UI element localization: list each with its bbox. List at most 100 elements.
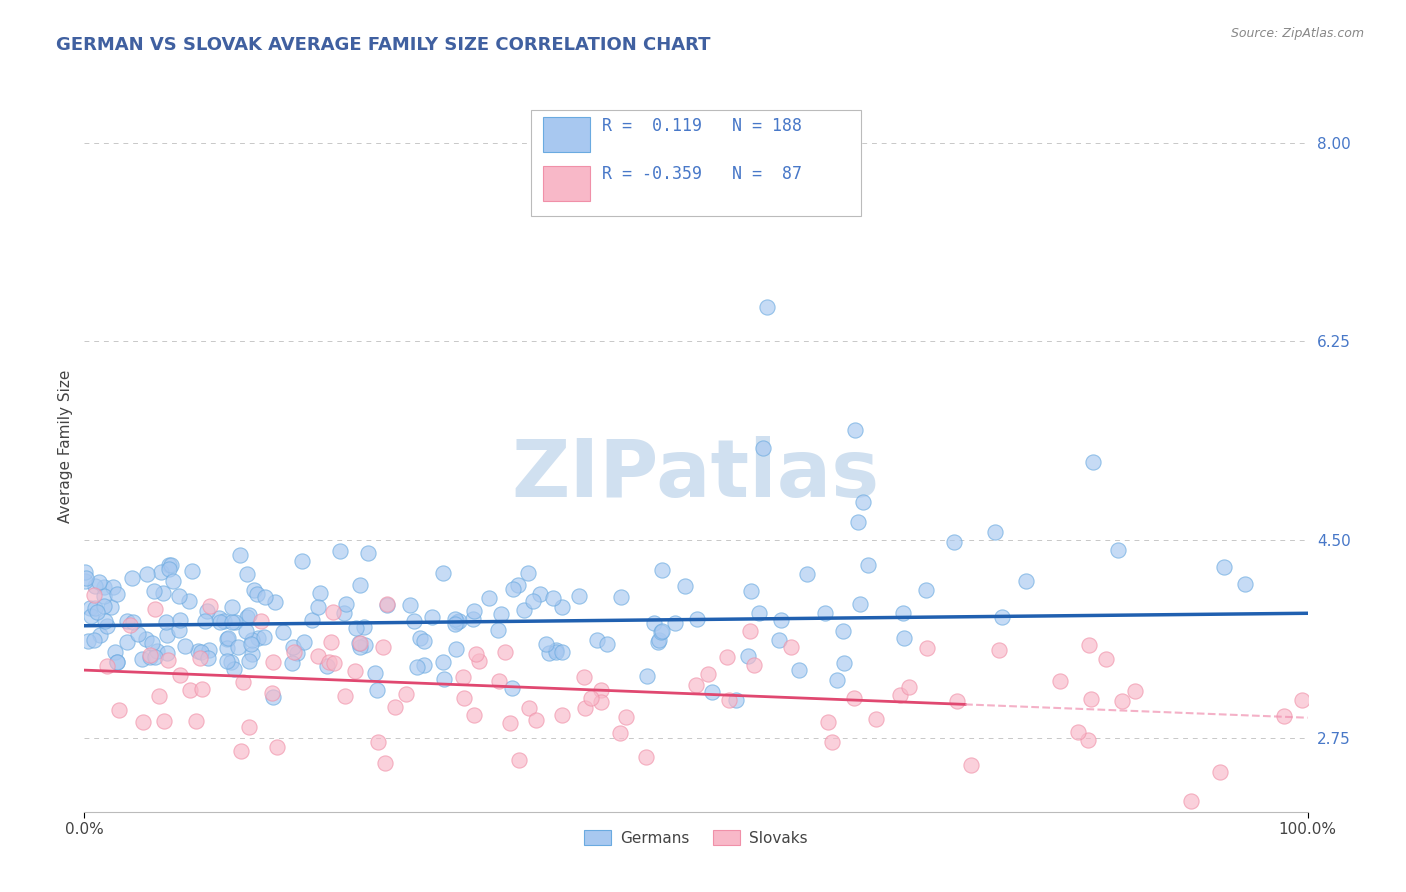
Point xyxy=(118,618,141,632)
Point xyxy=(614,710,637,724)
Point xyxy=(463,604,485,618)
Point xyxy=(153,714,176,728)
Point xyxy=(283,645,305,659)
Point xyxy=(856,558,879,573)
Point xyxy=(207,611,229,625)
Point xyxy=(447,615,470,629)
Point xyxy=(333,606,356,620)
Point xyxy=(162,574,184,589)
Point xyxy=(84,579,107,593)
Point xyxy=(817,714,839,729)
Point xyxy=(322,656,344,670)
Point xyxy=(107,703,129,717)
Point xyxy=(650,625,672,640)
Point xyxy=(157,562,180,576)
Point xyxy=(647,635,669,649)
Point xyxy=(169,613,191,627)
Point xyxy=(915,641,938,656)
Point xyxy=(127,627,149,641)
Point xyxy=(83,588,105,602)
Point xyxy=(135,632,157,646)
Point xyxy=(526,713,548,727)
Point xyxy=(253,630,276,644)
Point xyxy=(190,682,212,697)
Point xyxy=(333,690,356,704)
Point xyxy=(664,616,686,631)
Point xyxy=(243,582,266,597)
Point xyxy=(266,739,288,754)
Point xyxy=(105,655,128,669)
Point xyxy=(238,720,260,734)
Text: R = -0.359   N =  87: R = -0.359 N = 87 xyxy=(602,165,801,183)
Point xyxy=(250,615,273,629)
Point xyxy=(568,589,591,603)
Point xyxy=(464,647,486,661)
Point xyxy=(138,650,160,665)
Point xyxy=(609,590,631,604)
Y-axis label: Average Family Size: Average Family Size xyxy=(58,369,73,523)
Point xyxy=(991,610,1014,624)
Point xyxy=(329,544,352,558)
Point xyxy=(444,616,467,631)
Point xyxy=(1078,638,1101,652)
Point xyxy=(748,606,770,620)
Point xyxy=(831,624,853,638)
Point xyxy=(959,758,981,772)
Point xyxy=(235,624,257,638)
Point xyxy=(451,670,474,684)
Point xyxy=(195,604,218,618)
Point xyxy=(444,611,467,625)
Point xyxy=(478,591,501,606)
Point xyxy=(354,638,377,652)
Point xyxy=(96,618,118,632)
Point xyxy=(651,624,673,638)
Point xyxy=(301,613,323,627)
Point xyxy=(1234,577,1257,591)
Point xyxy=(156,628,179,642)
FancyBboxPatch shape xyxy=(531,110,860,216)
Point xyxy=(131,652,153,666)
Point xyxy=(446,615,468,629)
Point xyxy=(724,692,747,706)
Point xyxy=(740,624,762,639)
Point xyxy=(420,609,443,624)
Point xyxy=(188,651,211,665)
Point xyxy=(260,686,283,700)
Point xyxy=(1049,673,1071,688)
Point xyxy=(529,587,551,601)
Point xyxy=(89,574,111,589)
Point xyxy=(486,624,509,638)
Point xyxy=(121,571,143,585)
Point xyxy=(281,640,304,654)
Point xyxy=(404,614,426,628)
Point xyxy=(821,734,844,748)
Point xyxy=(198,643,221,657)
Point xyxy=(169,668,191,682)
Point xyxy=(93,599,115,614)
Point xyxy=(1108,543,1130,558)
Point xyxy=(226,640,249,654)
Point xyxy=(915,583,938,598)
Point xyxy=(494,645,516,659)
Point xyxy=(76,634,98,648)
Text: GERMAN VS SLOVAK AVERAGE FAMILY SIZE CORRELATION CHART: GERMAN VS SLOVAK AVERAGE FAMILY SIZE COR… xyxy=(56,36,711,54)
Point xyxy=(76,571,98,585)
Point xyxy=(572,669,595,683)
Point xyxy=(373,640,395,654)
Point xyxy=(432,655,454,669)
Point xyxy=(219,655,242,669)
Point xyxy=(292,635,315,649)
Point xyxy=(488,673,510,688)
Point xyxy=(609,726,631,740)
Point xyxy=(634,750,657,764)
Point xyxy=(307,599,329,614)
Point xyxy=(1067,724,1090,739)
Point xyxy=(897,681,920,695)
Point xyxy=(685,678,707,692)
FancyBboxPatch shape xyxy=(543,166,589,201)
Point xyxy=(1077,733,1099,747)
Point xyxy=(197,651,219,665)
Point xyxy=(156,653,179,667)
Point xyxy=(174,639,197,653)
Point xyxy=(167,589,190,603)
